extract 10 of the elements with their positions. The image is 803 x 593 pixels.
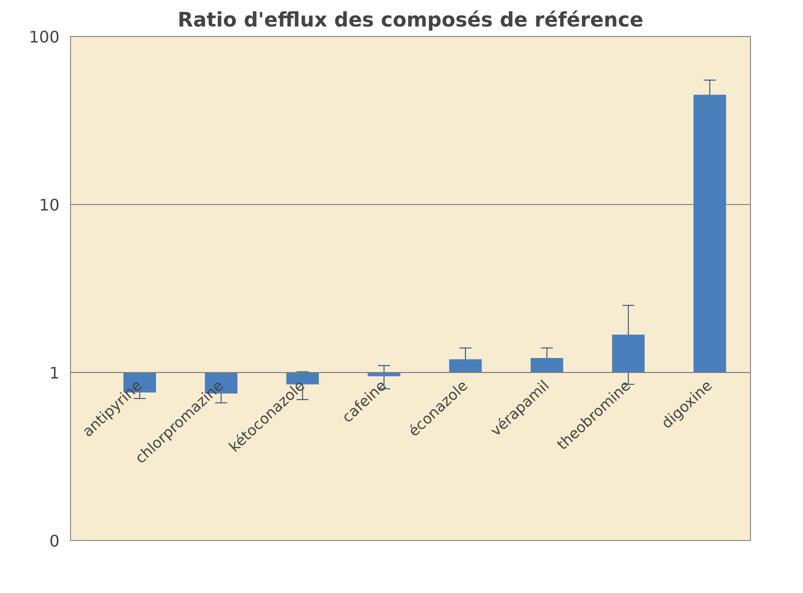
bar (449, 359, 482, 372)
y-tick-label: 100 (28, 28, 60, 46)
bar (693, 94, 726, 372)
bar (612, 334, 645, 372)
chart-title: Ratio d'efflux des composés de référence (178, 8, 644, 32)
bar (530, 358, 564, 372)
bar (286, 372, 319, 384)
y-tick-label: 0 (49, 532, 60, 550)
y-tick-label: 10 (39, 196, 60, 214)
y-tick-label: 1 (49, 364, 60, 382)
